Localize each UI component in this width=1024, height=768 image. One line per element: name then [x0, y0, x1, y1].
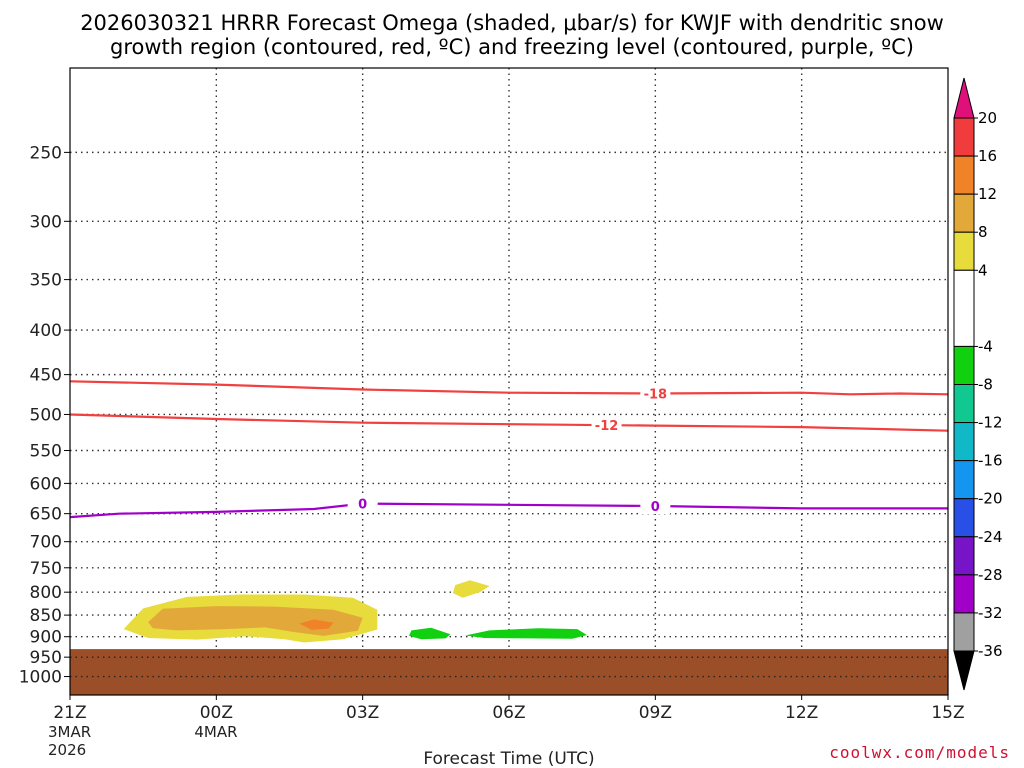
colorbar-tick-label: -8 — [978, 376, 993, 394]
omega-region — [299, 619, 334, 630]
colorbar-segment — [953, 384, 975, 424]
contour-lines: -18 -12 0 0 — [69, 380, 949, 519]
contour-label-bg — [591, 417, 622, 434]
x-tick-date: 3MAR — [48, 723, 91, 741]
x-tick-label: 12Z — [785, 703, 818, 723]
colorbar-tick-label: -4 — [978, 337, 993, 355]
y-tick-label: 250 — [30, 143, 62, 163]
y-tick-label: 900 — [30, 628, 62, 648]
freezing-level-contour — [69, 502, 948, 519]
x-axis-label: Forecast Time (UTC) — [423, 749, 594, 768]
credit-link[interactable]: coolwx.com/models — [829, 743, 1010, 762]
colorbar-arrow-bottom — [953, 650, 975, 691]
x-tick-date: 4MAR — [194, 723, 237, 741]
y-tick-label: 350 — [30, 271, 62, 291]
colorbar-segment — [953, 155, 975, 195]
contour-label: -18 — [644, 387, 668, 402]
y-tick-label: 700 — [30, 533, 62, 553]
colorbar-tick-label: -12 — [978, 414, 1003, 432]
y-tick-label: 550 — [30, 442, 62, 462]
colorbar-arrow-top — [953, 77, 975, 119]
colorbar-segment — [953, 536, 975, 576]
y-axis-pressure: 2503003504004505005506006507007508008509… — [19, 143, 70, 688]
colorbar-tick-label: -24 — [978, 528, 1003, 546]
surface-terrain — [70, 649, 948, 695]
y-tick-label: 450 — [30, 366, 62, 386]
omega-region — [465, 628, 587, 639]
chart-title-line2: growth region (contoured, red, ºC) and f… — [110, 35, 914, 59]
y-tick-label: 300 — [30, 212, 62, 232]
colorbar-tick-label: -36 — [978, 642, 1003, 660]
colorbar-tick-label: 12 — [978, 185, 997, 203]
y-tick-label: 600 — [30, 474, 62, 494]
colorbar-tick-label: 4 — [978, 261, 988, 279]
contour-label-bg — [640, 498, 671, 515]
x-tick-label: 15Z — [931, 703, 964, 723]
y-tick-label: 750 — [30, 559, 62, 579]
contour-label: 0 — [651, 500, 660, 515]
colorbar-tick-label: -20 — [978, 490, 1003, 508]
colorbar-segment — [953, 345, 975, 385]
colorbar-tick-label: 20 — [978, 109, 997, 127]
colorbar-segment — [953, 498, 975, 538]
x-tick-label: 09Z — [639, 703, 672, 723]
omega-shading — [123, 580, 587, 643]
colorbar-tick-label: -16 — [978, 452, 1003, 470]
x-tick-label: 06Z — [492, 703, 525, 723]
y-tick-label: 950 — [30, 648, 62, 668]
chart-title-line1: 2026030321 HRRR Forecast Omega (shaded, … — [80, 11, 944, 35]
colorbar-tick-label: -28 — [978, 566, 1003, 584]
dgz-contour — [69, 413, 949, 432]
y-tick-label: 500 — [30, 405, 62, 425]
colorbar-tick-label: 16 — [978, 147, 997, 165]
colorbar-segment — [953, 231, 975, 271]
colorbar-segment — [953, 422, 975, 462]
below-ground-fill — [70, 649, 948, 695]
colorbar-tick-label: 8 — [978, 223, 988, 241]
y-tick-label: 800 — [30, 583, 62, 603]
x-tick-label: 21Z — [53, 703, 86, 723]
y-tick-label: 650 — [30, 505, 62, 525]
y-tick-label: 850 — [30, 606, 62, 626]
omega-region — [452, 580, 490, 598]
omega-region — [409, 627, 451, 640]
contour-label-bg — [640, 385, 671, 402]
colorbar-segment — [953, 193, 975, 233]
x-tick-label: 03Z — [346, 703, 379, 723]
omega-colorbar: 20 16 12 8 4 -4 -8 -12 -16 -20 -24 -28 -32 -36 — [953, 77, 1003, 691]
colorbar-tick-label: -32 — [978, 604, 1003, 622]
y-tick-label: 1000 — [19, 668, 62, 688]
colorbar-segment — [953, 612, 975, 652]
y-tick-label: 400 — [30, 321, 62, 341]
colorbar-segment — [953, 460, 975, 500]
colorbar-segment — [953, 574, 975, 614]
colorbar-segment — [953, 117, 975, 157]
x-tick-label: 00Z — [200, 703, 233, 723]
contour-label-bg — [347, 495, 378, 512]
x-tick-year: 2026 — [48, 741, 86, 759]
contour-label: -12 — [595, 419, 619, 434]
colorbar-segment — [953, 269, 975, 347]
contour-label: 0 — [358, 498, 367, 513]
